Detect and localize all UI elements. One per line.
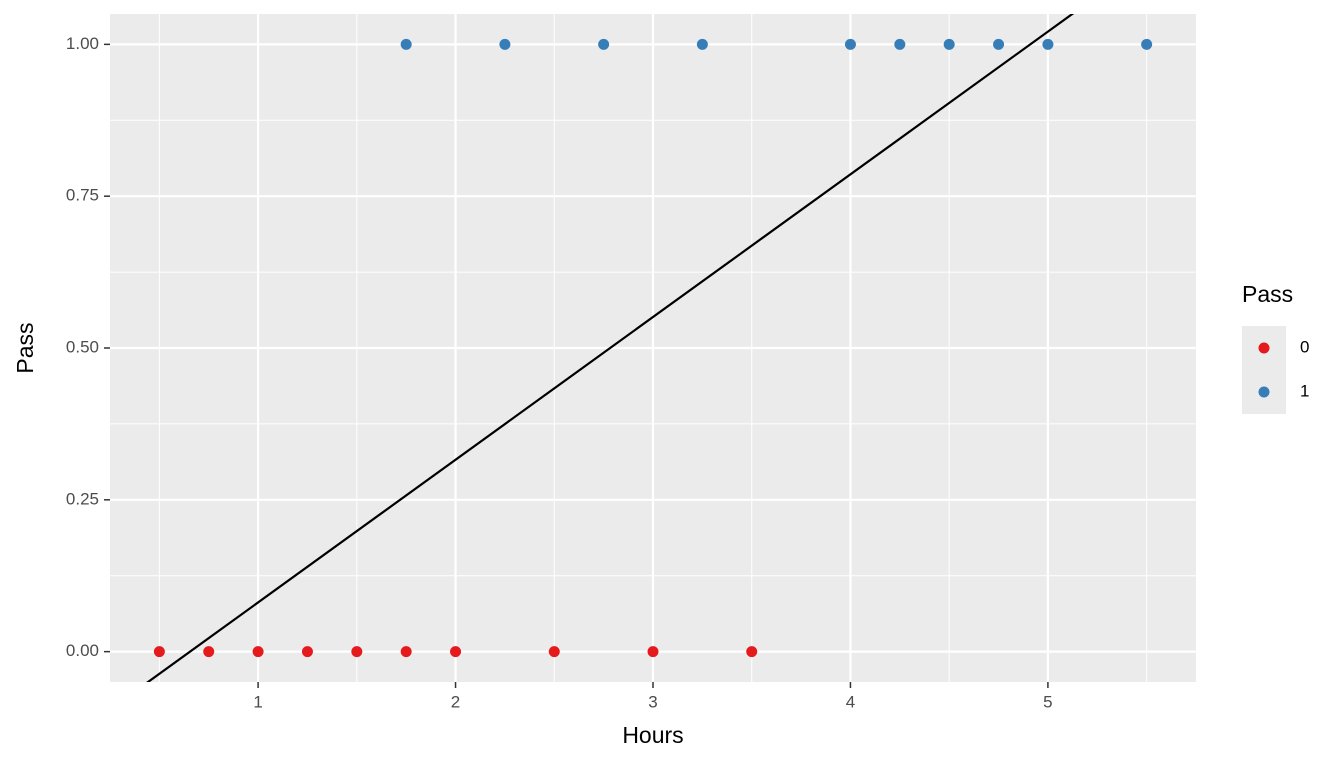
data-point: [400, 38, 412, 50]
data-point: [894, 38, 906, 50]
data-point: [1042, 38, 1054, 50]
x-tick-label: 2: [451, 692, 460, 711]
data-point: [598, 38, 610, 50]
data-point: [943, 38, 955, 50]
data-point: [400, 646, 412, 658]
data-point: [1141, 38, 1153, 50]
y-axis-title: Pass: [12, 322, 38, 373]
y-tick-label: 0.00: [66, 641, 99, 660]
y-tick-label: 0.75: [66, 186, 99, 205]
legend-label: 1: [1300, 381, 1309, 400]
legend-label: 0: [1300, 337, 1309, 356]
legend-title: Pass: [1242, 281, 1293, 307]
data-point: [203, 646, 215, 658]
data-point: [993, 38, 1005, 50]
data-point: [746, 646, 758, 658]
data-point: [351, 646, 363, 658]
data-point: [153, 646, 165, 658]
data-point: [844, 38, 856, 50]
y-tick-label: 0.25: [66, 489, 99, 508]
plot-layer: [110, 14, 1196, 682]
data-point: [548, 646, 560, 658]
x-tick-label: 1: [253, 692, 262, 711]
x-tick-label: 4: [846, 692, 855, 711]
x-tick-label: 5: [1043, 692, 1052, 711]
x-axis-title: Hours: [622, 722, 683, 748]
y-tick-label: 0.50: [66, 337, 99, 356]
legend-marker: [1258, 342, 1270, 354]
data-point: [647, 646, 659, 658]
data-point: [499, 38, 511, 50]
data-point: [252, 646, 264, 658]
data-point: [301, 646, 313, 658]
data-point: [696, 38, 708, 50]
x-tick-label: 3: [648, 692, 657, 711]
y-tick-label: 1.00: [66, 34, 99, 53]
data-point: [450, 646, 462, 658]
fit-line: [146, 14, 1075, 682]
legend-marker: [1258, 386, 1270, 398]
